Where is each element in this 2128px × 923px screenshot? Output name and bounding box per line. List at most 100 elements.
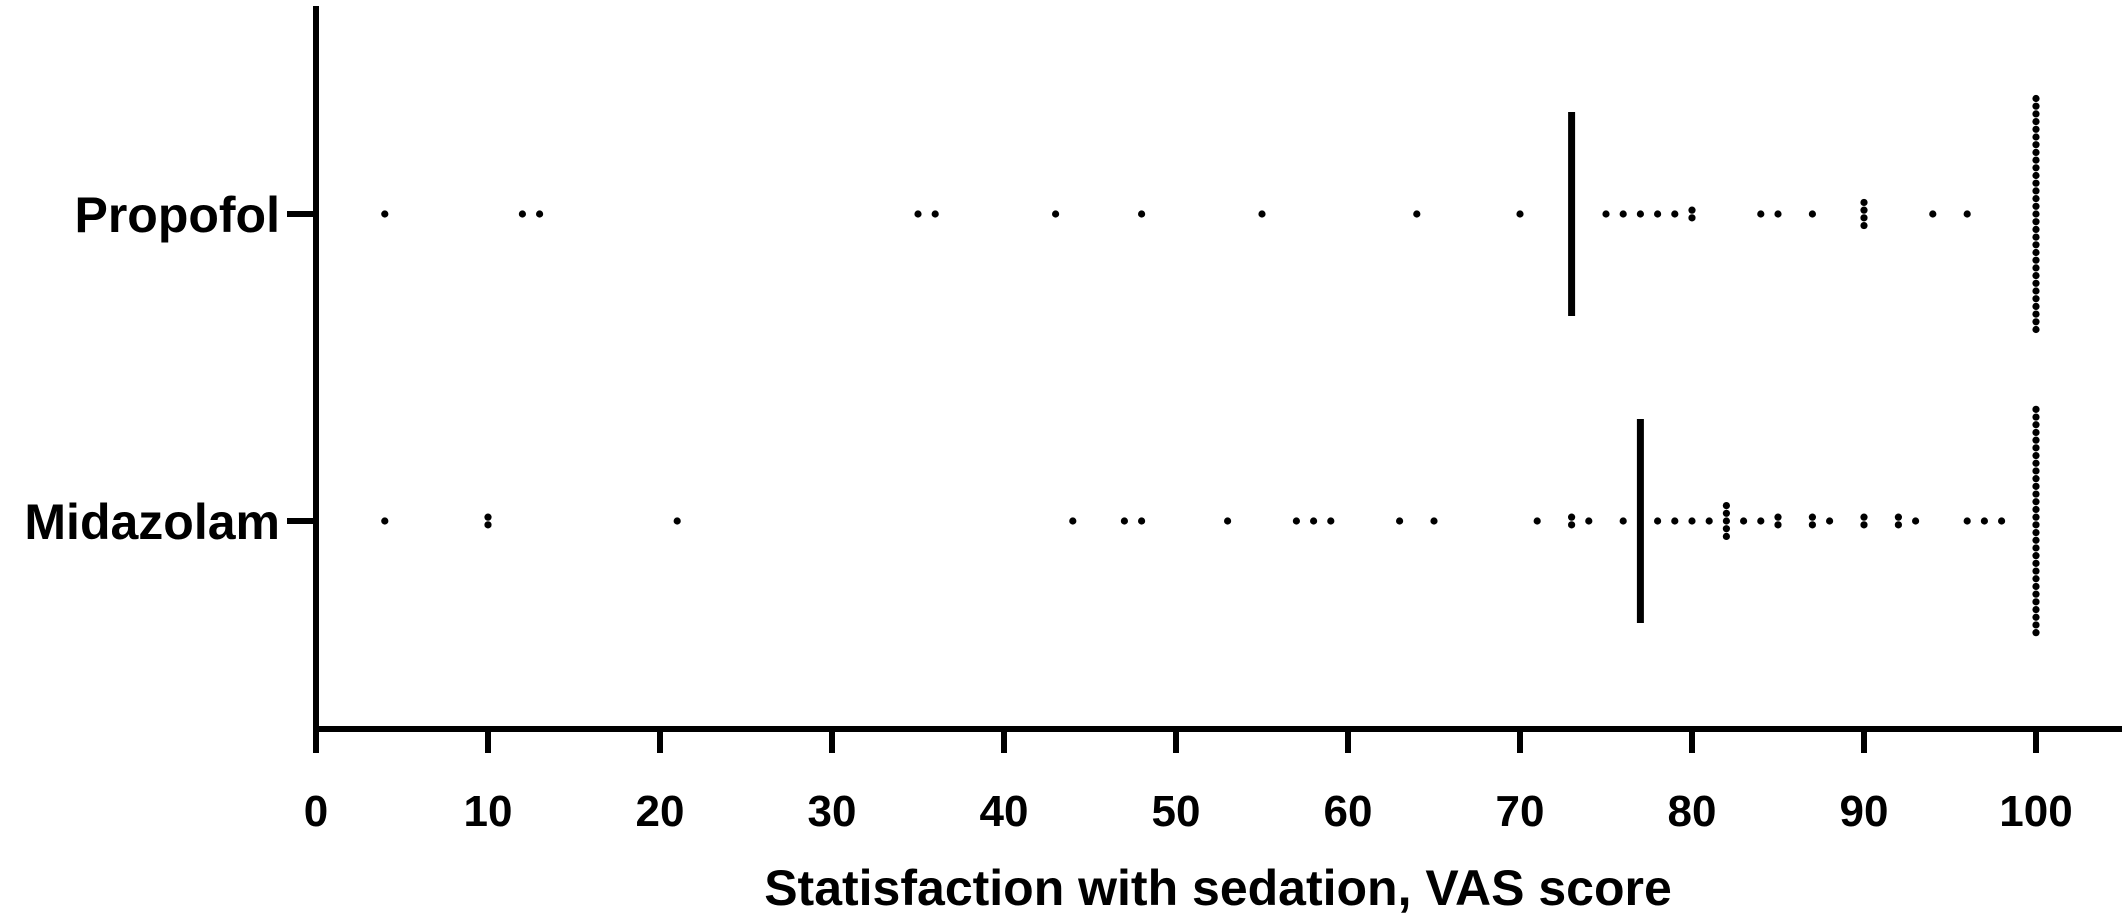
data-point	[2032, 195, 2040, 203]
data-point	[1998, 517, 2006, 525]
data-point	[1740, 517, 1748, 525]
data-point	[1654, 517, 1662, 525]
data-point	[1826, 517, 1834, 525]
data-point	[2032, 552, 2040, 560]
data-point	[2032, 202, 2040, 210]
data-point	[2032, 264, 2040, 272]
data-points	[381, 94, 2040, 637]
data-point	[2032, 295, 2040, 303]
data-point	[2032, 302, 2040, 310]
data-point	[2032, 575, 2040, 583]
x-tick-label: 80	[1668, 787, 1717, 836]
data-point	[2032, 459, 2040, 467]
x-axis-title: Statisfaction with sedation, VAS score	[764, 860, 1672, 916]
data-point	[673, 517, 681, 525]
data-point	[2032, 171, 2040, 180]
data-point	[1963, 210, 1971, 218]
data-point	[2032, 528, 2040, 537]
data-point	[1654, 210, 1662, 218]
data-point	[2032, 241, 2040, 249]
data-point	[2032, 405, 2040, 413]
data-point	[1722, 525, 1730, 533]
category-label-propofol: Propofol	[74, 187, 280, 243]
data-point	[2032, 436, 2040, 444]
data-point	[1636, 210, 1644, 218]
data-point	[1396, 517, 1404, 525]
data-point	[2032, 110, 2040, 118]
data-point	[1912, 517, 1920, 525]
data-point	[2032, 218, 2040, 226]
data-point	[2032, 536, 2040, 544]
data-point	[2032, 444, 2040, 452]
data-point	[2032, 164, 2040, 172]
data-point	[1774, 513, 1782, 521]
data-point	[1722, 517, 1730, 525]
data-point	[2032, 621, 2040, 629]
data-point	[1808, 513, 1816, 521]
data-point	[2032, 467, 2040, 475]
data-point	[2032, 225, 2040, 233]
data-point	[2032, 141, 2040, 149]
data-point	[2032, 179, 2040, 187]
data-point	[931, 210, 939, 218]
x-tick-label: 20	[636, 787, 685, 836]
data-point	[1757, 210, 1765, 218]
data-point	[1671, 517, 1679, 525]
data-point	[1292, 517, 1300, 525]
data-point	[1894, 513, 1902, 521]
x-tick-label: 60	[1324, 787, 1373, 836]
data-point	[2032, 428, 2040, 437]
x-tick-label: 10	[464, 787, 513, 836]
category-axis: Propofol Midazolam	[24, 187, 316, 550]
data-point	[2032, 613, 2040, 621]
data-point	[1258, 210, 1266, 218]
data-point	[2032, 233, 2040, 241]
data-point	[1430, 517, 1438, 525]
data-point	[484, 521, 492, 529]
data-point	[2032, 559, 2040, 567]
data-point	[1138, 210, 1146, 218]
data-point	[1722, 502, 1730, 510]
data-point	[1774, 210, 1782, 218]
data-point	[2032, 605, 2040, 614]
data-point	[2032, 505, 2040, 514]
data-point	[914, 210, 922, 218]
data-point	[2032, 148, 2040, 156]
data-point	[2032, 598, 2040, 606]
data-point	[1327, 517, 1335, 525]
data-point	[484, 513, 492, 521]
data-point	[2032, 318, 2040, 326]
data-point	[1722, 509, 1730, 517]
data-point	[1688, 206, 1696, 214]
data-point	[1757, 517, 1765, 525]
data-point	[2032, 102, 2040, 110]
data-point	[2032, 118, 2040, 126]
data-point	[1069, 517, 1077, 525]
data-point	[1860, 198, 1868, 207]
data-point	[1860, 206, 1868, 214]
data-point	[381, 517, 389, 525]
data-point	[2032, 248, 2040, 257]
data-point	[2032, 590, 2040, 598]
x-tick-label: 50	[1152, 787, 1201, 836]
category-label-midazolam: Midazolam	[24, 494, 280, 550]
median-lines	[1568, 112, 1644, 623]
data-point	[2032, 521, 2040, 529]
data-point	[1860, 521, 1868, 529]
data-point	[1619, 210, 1627, 218]
data-point	[2032, 451, 2040, 460]
data-point	[2032, 475, 2040, 483]
data-point	[1619, 517, 1627, 525]
data-point	[2032, 513, 2040, 521]
data-point	[2032, 210, 2040, 218]
data-point	[1120, 517, 1128, 525]
data-point	[2032, 156, 2040, 164]
data-point	[2032, 567, 2040, 575]
data-point	[1860, 214, 1868, 222]
data-point	[1980, 517, 1988, 525]
data-point	[2032, 272, 2040, 280]
data-point	[2032, 629, 2040, 637]
data-point	[2032, 582, 2040, 591]
data-point	[1516, 210, 1524, 218]
